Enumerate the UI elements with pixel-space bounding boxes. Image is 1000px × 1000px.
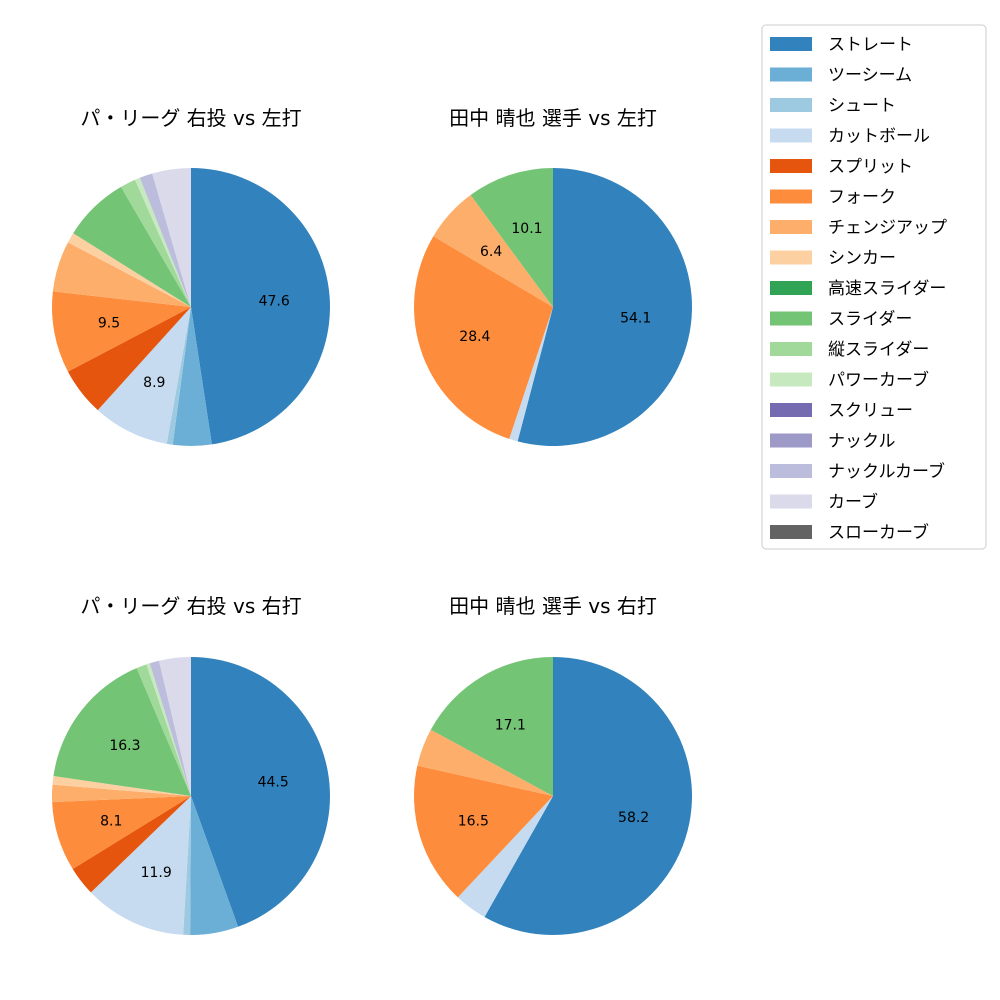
pie-slice [457,796,553,917]
legend-label: ナックル [828,432,896,452]
pie-slice [146,663,191,796]
legend-label: スクリュー [828,401,913,421]
slice-value-label: 44.5 [258,775,289,791]
legend-swatch [770,464,812,478]
pie-slice [120,179,191,307]
slice-value-label: 54.1 [620,311,651,327]
pie-slice [430,657,553,796]
pie-slice [470,168,553,307]
pie-slice [139,173,191,307]
pie-slice [52,796,191,869]
legend-swatch [770,220,812,234]
legend-swatch [770,37,812,51]
pie-slice [52,775,191,796]
legend-label: フォーク [828,188,896,208]
slice-value-label: 9.5 [98,315,120,331]
legend-swatch [770,494,812,509]
legend-swatch [770,281,812,295]
legend-label: ナックルカーブ [828,461,945,482]
pie-slice [134,177,191,307]
pie-slice [67,307,191,411]
slice-value-label: 47.6 [259,294,290,310]
pie-slice [152,168,191,307]
pie-slice [413,765,553,898]
pie-slice [90,796,191,935]
legend-label: ストレート [828,35,913,55]
slice-value-label: 10.1 [511,221,542,237]
legend-label: スライダー [828,310,912,330]
legend-label: スローカーブ [828,522,929,543]
legend-frame [761,24,987,550]
pie-slice [72,796,191,893]
legend-swatch [770,525,812,539]
legend-swatch [770,250,812,265]
pie-slice [67,233,191,307]
legend-label: カットボール [828,127,930,147]
pie-slice [136,664,191,796]
legend-label: シュート [828,96,896,116]
pie-slice [53,668,192,796]
legend-swatch [770,311,812,326]
legend-swatch [770,433,812,448]
pies-group: パ・リーグ 右投 vs 左打 47.6 8.9 9.5 田中 晴也 選手 vs 左打 54… [52,106,692,935]
pie-title: 田中 晴也 選手 vs 右打 [449,594,657,618]
pie-slice [73,186,191,307]
legend-swatch [770,189,812,204]
pie-slice [433,195,553,307]
pie-slice [172,307,212,446]
pie-slice [52,242,191,307]
pie-title: パ・リーグ 右投 vs 右打 [80,594,301,618]
pie-slice [149,660,191,796]
pie-title: パ・リーグ 右投 vs 左打 [80,106,301,130]
pie-chart-1: パ・リーグ 右投 vs 左打 47.6 8.9 9.5 [52,106,331,446]
pie-slice [97,307,191,444]
pie-slice [413,236,553,439]
pie-title: 田中 晴也 選手 vs 左打 [449,106,657,130]
pie-slice [183,796,191,935]
legend-label: ツーシーム [828,66,912,86]
legend-label: チェンジアップ [828,218,947,238]
legend-swatch [770,128,812,143]
legend: ストレートツーシームシュートカットボールスプリットフォークチェンジアップシンカー… [761,24,987,550]
pie-slice [191,657,330,927]
slice-value-label: 17.1 [495,717,526,733]
pie-slice [158,657,191,796]
pie-slice [517,168,692,447]
pie-slice [166,307,191,445]
legend-swatch [770,403,812,417]
slice-value-label: 16.3 [109,738,140,754]
slice-value-label: 11.9 [141,865,172,881]
legend-swatch [770,342,812,356]
slice-value-label: 8.1 [100,814,122,830]
slice-value-label: 58.2 [618,810,649,826]
pie-slice [484,657,692,935]
legend-swatch [770,159,812,173]
legend-swatch [770,67,812,82]
legend-label: スプリット [828,157,913,177]
pie-slice [52,291,192,372]
pie-slice [190,796,239,935]
legend-swatch [770,98,812,112]
pie-chart-3: パ・リーグ 右投 vs 右打 44.5 11.9 8.1 16.3 [52,594,330,935]
legend-swatch [770,372,812,387]
legend-label: カーブ [828,492,878,513]
legend-label: 縦スライダー [828,340,929,360]
legend-label: パワーカーブ [828,370,929,391]
legend-label: 高速スライダー [828,279,946,299]
legend-label: シンカー [828,249,896,269]
pie-slice [417,729,553,796]
slice-value-label: 28.4 [459,329,490,345]
slice-value-label: 16.5 [458,814,489,830]
pie-slice [509,307,553,442]
slice-value-label: 8.9 [143,375,165,391]
pie-slice [191,168,331,445]
slice-value-label: 6.4 [480,244,502,260]
pie-chart-4: 田中 晴也 選手 vs 右打 58.2 16.5 17.1 [413,594,692,935]
pie-slice [52,784,192,803]
pie-chart-2: 田中 晴也 選手 vs 左打 54.1 28.4 6.4 10.1 [413,106,692,447]
